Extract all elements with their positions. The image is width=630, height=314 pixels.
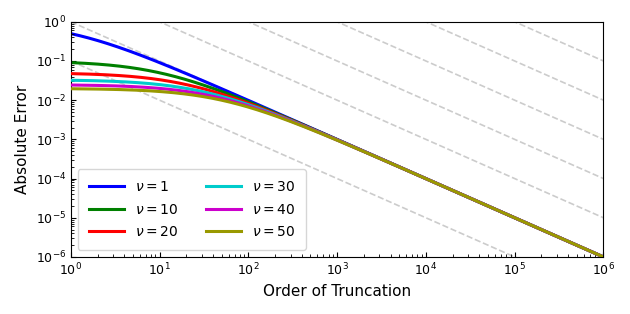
- X-axis label: Order of Truncation: Order of Truncation: [263, 284, 411, 299]
- Y-axis label: Absolute Error: Absolute Error: [15, 85, 30, 194]
- Legend: $\nu=1$, $\nu=10$, $\nu=20$, $\nu=30$, $\nu=40$, $\nu=50$: $\nu=1$, $\nu=10$, $\nu=20$, $\nu=30$, $…: [77, 169, 306, 250]
